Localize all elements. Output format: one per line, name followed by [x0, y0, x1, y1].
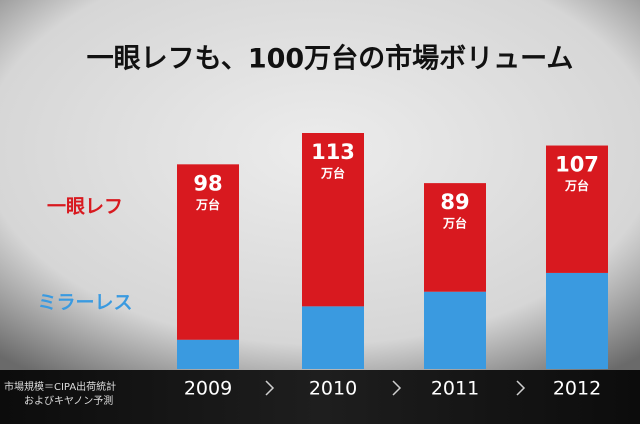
- separators: [265, 380, 526, 396]
- source-note: 市場規模＝CIPA出荷統計: [4, 380, 116, 393]
- bar-segment: [302, 306, 364, 369]
- x-tick-label: 2009: [184, 378, 232, 400]
- x-tick-label: 2011: [431, 378, 479, 400]
- unit-label: 万台: [442, 216, 467, 231]
- bar-segment: [177, 339, 239, 369]
- legend-label: ミラーレス: [37, 292, 132, 314]
- bar-segment: [546, 145, 608, 273]
- unit-label: 万台: [320, 166, 345, 181]
- total-label: 113: [311, 140, 355, 164]
- bar-segment: [177, 164, 239, 340]
- total-label: 89: [440, 190, 469, 214]
- unit-label: 万台: [195, 197, 220, 212]
- x-tick-label: 2010: [309, 378, 357, 400]
- total-label: 98: [193, 171, 222, 195]
- bar-segment: [424, 183, 486, 292]
- bar-segment: [546, 272, 608, 369]
- source-note: およびキヤノン予測: [24, 394, 113, 407]
- bottom-strip: [0, 370, 640, 424]
- legend-label: 一眼レフ: [47, 196, 123, 218]
- bar-segment: [302, 133, 364, 307]
- unit-label: 万台: [564, 178, 589, 193]
- total-label: 107: [555, 153, 599, 177]
- bar-segment: [424, 291, 486, 369]
- chart-title: 一眼レフも、100万台の市場ボリューム: [87, 43, 574, 75]
- x-tick-label: 2012: [553, 378, 601, 400]
